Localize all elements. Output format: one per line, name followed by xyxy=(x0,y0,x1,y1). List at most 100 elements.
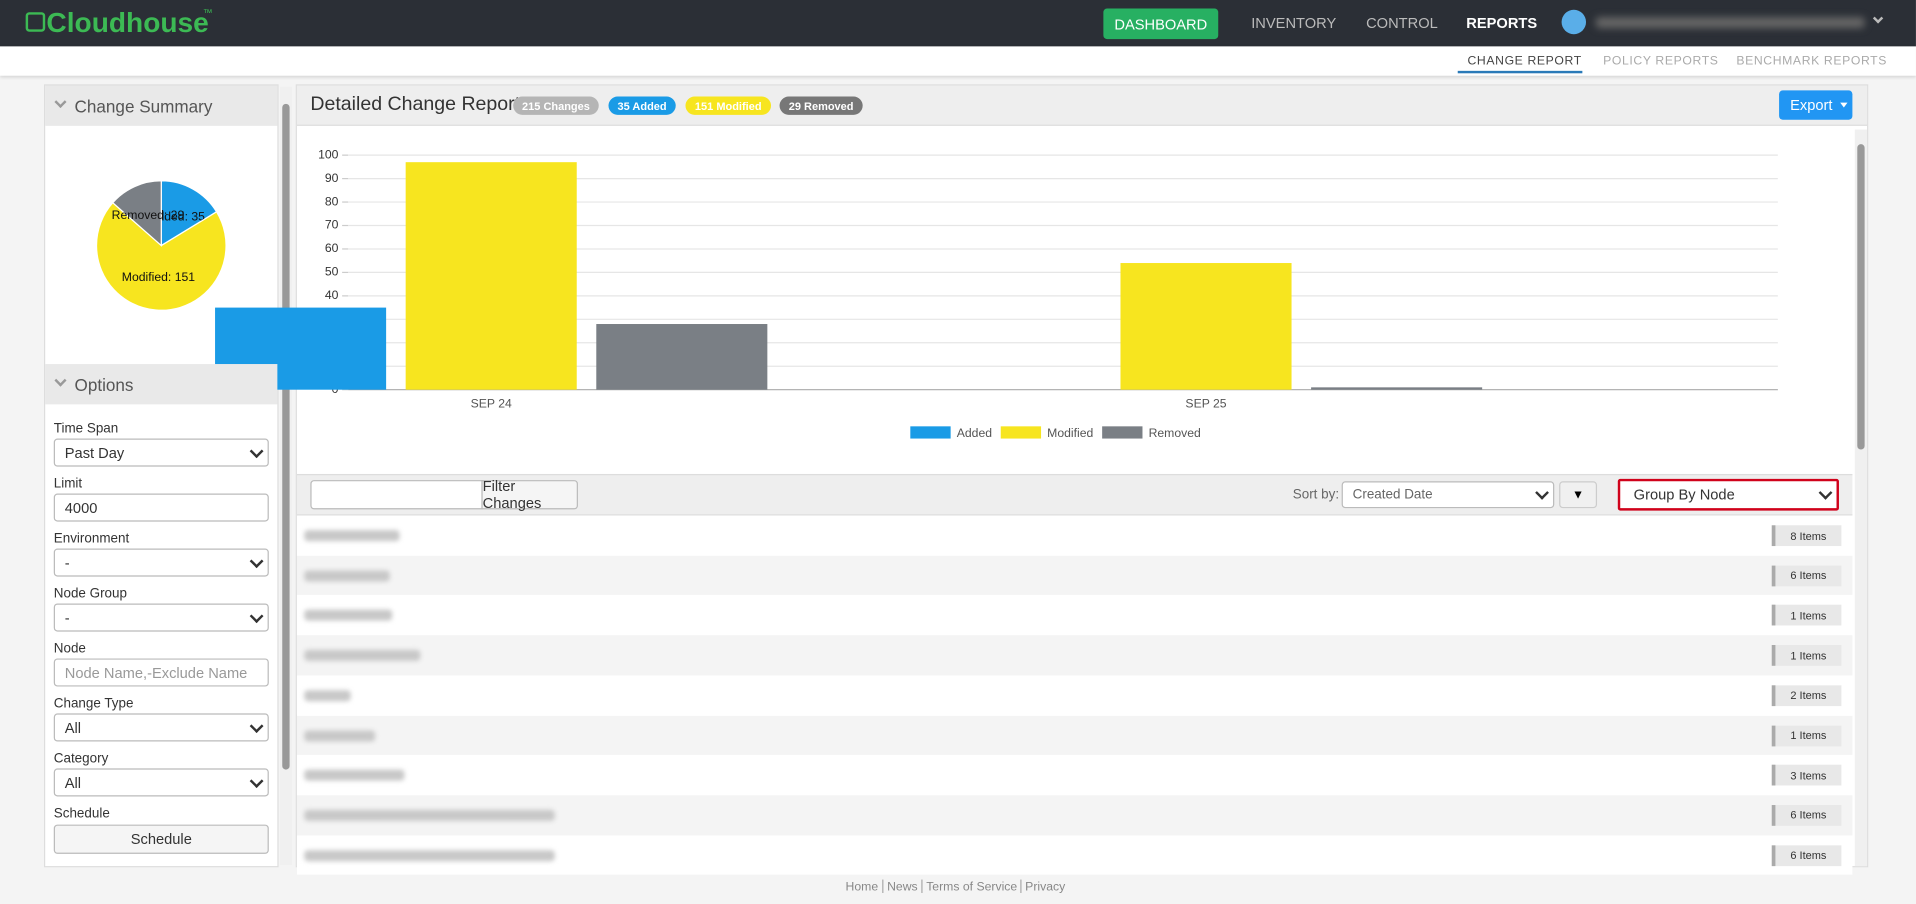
group-row[interactable]: 8 Items xyxy=(296,515,1853,556)
field-label: Limit xyxy=(53,476,83,492)
bar xyxy=(1120,263,1292,390)
sub-nav-item[interactable]: BENCHMARK REPORTS xyxy=(1736,54,1888,69)
node-name xyxy=(304,530,400,542)
item-count: 6 Items xyxy=(1771,844,1842,866)
separator xyxy=(882,879,884,893)
footer-link[interactable]: Privacy xyxy=(1025,880,1066,895)
select[interactable]: All xyxy=(53,768,269,797)
select[interactable]: All xyxy=(53,713,269,742)
input[interactable]: Node Name,-Exclude Name xyxy=(53,658,269,687)
node-name xyxy=(304,769,405,781)
item-count: 1 Items xyxy=(1771,605,1842,626)
node-name xyxy=(304,849,555,861)
badge: 215 Changes xyxy=(513,96,599,115)
user-name xyxy=(1595,17,1865,29)
panel-title[interactable]: Change Summary xyxy=(74,96,213,117)
y-tick-label: 40 xyxy=(325,288,339,302)
nav-item[interactable]: INVENTORY xyxy=(1251,14,1337,32)
export-button[interactable]: Export xyxy=(1779,90,1853,120)
pie-slice xyxy=(95,201,227,311)
group-row[interactable]: 6 Items xyxy=(296,795,1853,836)
filter-button[interactable]: Filter Changes xyxy=(481,478,578,512)
nav-item[interactable]: CONTROL xyxy=(1366,14,1438,32)
sort-select[interactable]: Created Date xyxy=(1341,481,1555,509)
group-row[interactable]: 1 Items xyxy=(296,715,1853,756)
input[interactable]: 4000 xyxy=(53,493,269,522)
group-row[interactable]: 2 Items xyxy=(296,675,1853,716)
group-row[interactable]: 1 Items xyxy=(296,635,1853,676)
brand-icon xyxy=(25,12,46,32)
bar xyxy=(405,162,577,390)
node-name xyxy=(304,610,393,622)
legend-label: Modified xyxy=(1047,426,1093,440)
nav-item[interactable]: DASHBOARD xyxy=(1103,8,1219,40)
item-count: 6 Items xyxy=(1771,804,1842,826)
legend-swatch xyxy=(1000,426,1042,439)
trademark: ™ xyxy=(202,7,213,19)
scroll-thumb xyxy=(1857,144,1865,450)
pie-slice xyxy=(160,180,218,247)
field-label: Time Span xyxy=(53,421,119,437)
field-label: Category xyxy=(53,751,109,766)
bar xyxy=(1311,387,1483,390)
legend-label: Removed xyxy=(1149,426,1201,440)
scroll-thumb xyxy=(282,103,290,770)
filter-input[interactable] xyxy=(310,480,483,510)
x-tick-label: SEP 25 xyxy=(1185,397,1226,411)
main-scrollbar xyxy=(1854,129,1868,867)
legend-label: Added xyxy=(957,426,992,440)
badge: 151 Modified xyxy=(685,96,772,115)
field-label: Node xyxy=(53,641,86,656)
y-tick-label: 90 xyxy=(325,171,339,185)
button[interactable]: Schedule xyxy=(53,824,269,854)
sub-nav-item[interactable]: POLICY REPORTS xyxy=(1603,54,1719,69)
y-tick-label: 50 xyxy=(325,265,339,279)
y-tick-label: 60 xyxy=(325,241,339,255)
group-row[interactable]: 1 Items xyxy=(296,595,1853,636)
field-label: Node Group xyxy=(53,586,128,602)
sub-nav-item[interactable]: CHANGE REPORT xyxy=(1467,54,1582,69)
group-select[interactable]: Group By Node xyxy=(1617,478,1839,511)
item-count: 6 Items xyxy=(1771,565,1842,586)
active-underline xyxy=(1457,70,1583,74)
panel-title[interactable]: Options xyxy=(74,375,134,395)
node-name xyxy=(304,570,390,582)
nav-item[interactable]: REPORTS xyxy=(1466,14,1538,32)
panel-header xyxy=(45,85,278,126)
footer-link[interactable]: Home xyxy=(845,880,879,895)
sort-direction[interactable]: ▼ xyxy=(1559,481,1598,509)
group-row[interactable]: 3 Items xyxy=(296,755,1853,796)
badge: 35 Added xyxy=(608,96,676,115)
select[interactable]: - xyxy=(53,603,269,632)
item-count: 1 Items xyxy=(1771,645,1842,666)
x-tick-label: SEP 24 xyxy=(471,397,512,411)
caret xyxy=(1840,102,1848,108)
footer-link[interactable]: Terms of Service xyxy=(926,880,1018,895)
node-name xyxy=(304,729,376,741)
select[interactable]: - xyxy=(53,548,269,577)
node-name xyxy=(304,650,421,662)
select[interactable]: Past Day xyxy=(53,438,269,467)
legend-swatch xyxy=(910,426,951,439)
separator xyxy=(921,879,923,893)
legend-swatch xyxy=(1102,426,1143,439)
sidebar-scrollbar xyxy=(279,86,293,865)
group-row[interactable]: 6 Items xyxy=(296,555,1853,596)
footer-link[interactable]: News xyxy=(887,880,918,895)
pie-label: Removed: 29 xyxy=(112,208,185,222)
pie-slice xyxy=(111,180,162,247)
item-count: 2 Items xyxy=(1771,685,1842,706)
group-row[interactable]: 6 Items xyxy=(296,835,1853,876)
y-tick-label: 80 xyxy=(325,194,339,208)
separator xyxy=(1020,879,1022,893)
node-name xyxy=(304,809,555,821)
item-count: 1 Items xyxy=(1771,725,1842,746)
y-tick-label: 100 xyxy=(318,147,339,161)
pie-label: Added: 35 xyxy=(149,210,205,224)
report-title: Detailed Change Report xyxy=(310,94,521,115)
field-label: Environment xyxy=(53,531,130,547)
field-label: Schedule xyxy=(53,806,110,821)
